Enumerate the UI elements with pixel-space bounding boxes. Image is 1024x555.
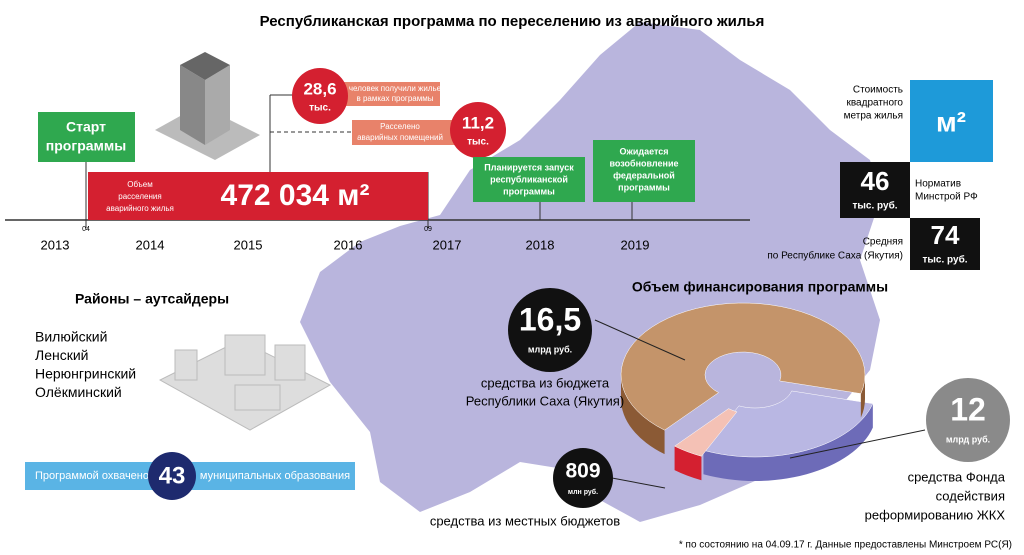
average-value: 74 — [931, 220, 960, 250]
volume-bar — [88, 172, 428, 220]
coverage-after: муниципальных образования — [200, 470, 350, 482]
fund-text: содействия — [936, 488, 1005, 503]
local-circle — [553, 448, 613, 508]
district: Вилюйский — [35, 329, 107, 345]
republic-unit: млрд руб. — [528, 344, 572, 354]
donut-side — [674, 446, 702, 481]
fund-value: 12 — [950, 391, 986, 427]
pointer — [611, 477, 666, 489]
donut-slice — [620, 302, 866, 431]
map — [300, 22, 880, 522]
year-label: 2019 — [621, 237, 650, 252]
people-circle — [292, 68, 348, 124]
start-month: 04 — [82, 226, 90, 233]
premises-box — [352, 120, 457, 145]
average-text: Средняя — [863, 237, 903, 248]
coverage-circle — [148, 452, 196, 500]
volume-label: Объем — [127, 180, 153, 189]
funding-title: Объем финансирования программы — [632, 279, 888, 295]
m2-box — [910, 80, 993, 162]
pointer — [789, 429, 926, 459]
donut-side — [621, 375, 665, 455]
donut-side — [703, 403, 873, 481]
premises-value: 11,2 — [462, 113, 494, 132]
start-box — [38, 112, 135, 162]
volume-value: 472 034 м² — [221, 179, 370, 212]
premises-text: аварийных помещений — [357, 133, 443, 142]
factory-icon — [158, 334, 332, 431]
local-unit: млн руб. — [568, 488, 598, 496]
donut-slice — [674, 408, 738, 457]
footnote: * по состоянию на 04.09.17 г. Данные пре… — [679, 540, 1012, 551]
year-label: 2017 — [433, 237, 462, 252]
norm-unit: тыс. руб. — [852, 200, 897, 212]
expected-text: возобновление — [609, 158, 678, 168]
price-label: Стоимость — [853, 85, 903, 96]
building-icon — [155, 52, 260, 160]
year-label: 2014 — [136, 237, 165, 252]
norm-text: Норматив — [915, 179, 961, 190]
planned-box — [473, 157, 585, 202]
coverage-before: Программой охвачено — [35, 470, 149, 482]
m2-label: м² — [936, 106, 966, 137]
average-unit: тыс. руб. — [922, 254, 967, 266]
expected-text: программы — [618, 182, 670, 192]
average-text: по Республике Саха (Якутия) — [767, 250, 903, 262]
year-label: 2013 — [41, 237, 70, 252]
people-value: 28,6 — [303, 79, 336, 98]
norm-value: 46 — [861, 166, 890, 196]
year-label: 2016 — [334, 237, 363, 252]
volume-label: аварийного жилья — [106, 204, 174, 213]
norm-text: Минстрой РФ — [915, 192, 978, 203]
price-label: квадратного — [846, 98, 903, 109]
local-text: средства из местных бюджетов — [430, 513, 620, 528]
expected-text: Ожидается — [619, 146, 668, 156]
republic-circle — [508, 288, 592, 372]
fund-text: реформированию ЖКХ — [865, 507, 1006, 522]
republic-text: Республики Саха (Якутия) — [466, 393, 624, 408]
people-unit: тыс. — [309, 103, 331, 114]
people-text: в рамках программы — [356, 94, 433, 103]
fund-text: средства Фонда — [908, 469, 1006, 484]
start-label: программы — [46, 138, 126, 154]
people-text: человек получили жилье — [349, 84, 442, 93]
local-value: 809 — [565, 460, 600, 483]
fund-unit: млрд руб. — [946, 434, 990, 444]
fund-circle — [926, 378, 1010, 462]
price-label: метра жилья — [844, 111, 903, 122]
outsiders-title: Районы – аутсайдеры — [75, 291, 229, 307]
district: Нерюнгринский — [35, 366, 136, 382]
premises-text: Расселено — [380, 122, 420, 131]
donut-slice — [703, 390, 874, 458]
end-month: 09 — [424, 226, 432, 233]
norm-box — [840, 162, 910, 218]
republic-value: 16,5 — [519, 301, 581, 337]
average-box — [910, 218, 980, 270]
planned-text: республиканской — [490, 174, 568, 184]
expected-box — [593, 140, 695, 202]
expected-text: федеральной — [613, 170, 675, 180]
planned-text: программы — [503, 186, 555, 196]
year-label: 2015 — [234, 237, 263, 252]
title: Республиканская программа по переселению… — [260, 13, 765, 30]
start-label: Старт — [66, 119, 106, 135]
people-box — [340, 82, 440, 106]
district: Олёкминский — [35, 384, 122, 400]
volume-label: расселения — [118, 192, 161, 201]
pointer — [594, 319, 686, 361]
republic-text: средства из бюджета — [481, 375, 610, 390]
premises-circle — [450, 102, 506, 158]
premises-unit: тыс. — [467, 137, 489, 148]
year-label: 2018 — [526, 237, 555, 252]
coverage-value: 43 — [159, 462, 186, 489]
district: Ленский — [35, 347, 88, 363]
planned-text: Планируется запуск — [484, 162, 574, 172]
donut-side — [860, 375, 865, 418]
